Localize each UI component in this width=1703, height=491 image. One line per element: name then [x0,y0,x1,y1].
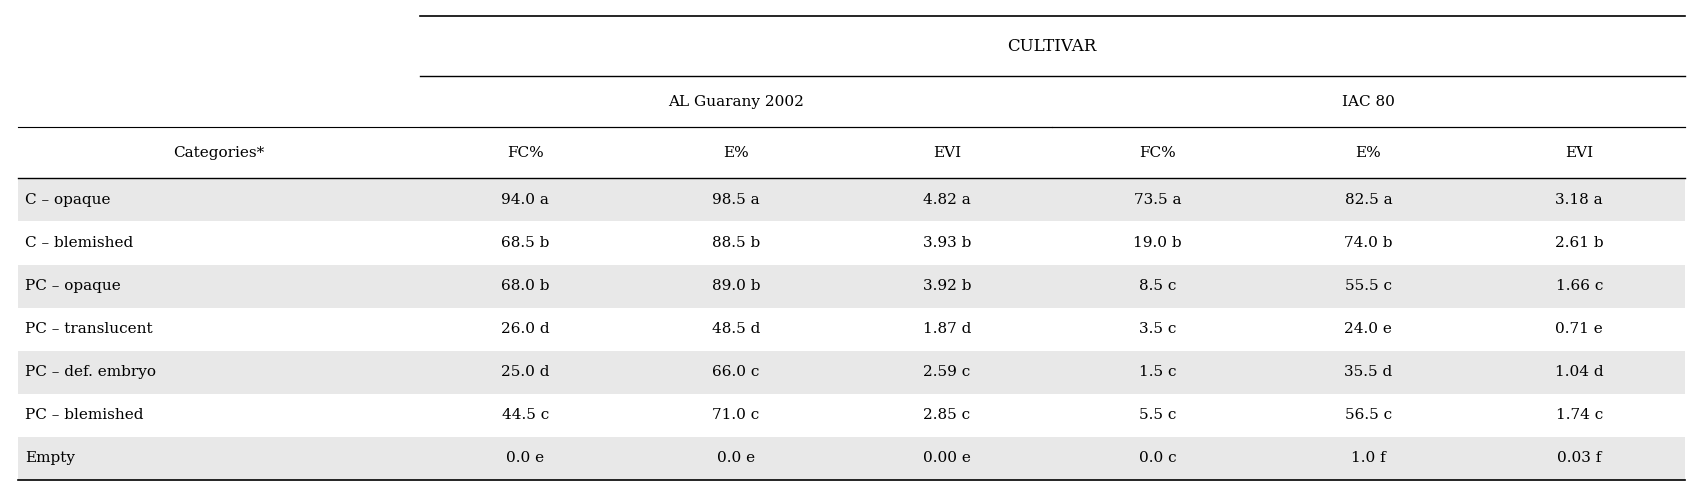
Text: 1.04 d: 1.04 d [1555,365,1604,379]
Bar [19,178,1684,221]
Text: 98.5 a: 98.5 a [712,193,760,207]
Text: 0.03 f: 0.03 f [1557,451,1601,465]
Text: 1.66 c: 1.66 c [1555,279,1603,293]
Text: 19.0 b: 19.0 b [1132,236,1182,250]
Text: 0.0 c: 0.0 c [1139,451,1177,465]
Text: 3.18 a: 3.18 a [1555,193,1603,207]
Text: 2.61 b: 2.61 b [1555,236,1604,250]
Text: 0.0 e: 0.0 e [717,451,754,465]
Text: 1.87 d: 1.87 d [923,322,971,336]
Text: PC – translucent: PC – translucent [26,322,153,336]
Text: PC – opaque: PC – opaque [26,279,121,293]
Text: 1.0 f: 1.0 f [1350,451,1386,465]
Text: 56.5 c: 56.5 c [1345,408,1391,422]
Text: 3.5 c: 3.5 c [1139,322,1177,336]
Text: 3.93 b: 3.93 b [923,236,971,250]
Text: 68.5 b: 68.5 b [501,236,550,250]
Text: 0.00 e: 0.00 e [923,451,971,465]
Bar [19,265,1684,307]
Text: 66.0 c: 66.0 c [712,365,760,379]
Text: 3.92 b: 3.92 b [923,279,971,293]
Text: 71.0 c: 71.0 c [712,408,760,422]
Text: 89.0 b: 89.0 b [712,279,760,293]
Text: 8.5 c: 8.5 c [1139,279,1177,293]
Text: C – blemished: C – blemished [26,236,133,250]
Text: PC – blemished: PC – blemished [26,408,143,422]
Text: 2.85 c: 2.85 c [923,408,971,422]
Text: EVI: EVI [933,146,960,160]
Text: 44.5 c: 44.5 c [502,408,548,422]
Text: PC – def. embryo: PC – def. embryo [26,365,157,379]
Text: 5.5 c: 5.5 c [1139,408,1177,422]
Text: E%: E% [724,146,749,160]
Text: C – opaque: C – opaque [26,193,111,207]
Text: Categories*: Categories* [174,146,264,160]
Text: 94.0 a: 94.0 a [501,193,550,207]
Bar [19,437,1684,480]
Text: 68.0 b: 68.0 b [501,279,550,293]
Text: 1.5 c: 1.5 c [1139,365,1177,379]
Text: 48.5 d: 48.5 d [712,322,760,336]
Text: E%: E% [1356,146,1381,160]
Text: 2.59 c: 2.59 c [923,365,971,379]
Text: AL Guarany 2002: AL Guarany 2002 [668,95,804,109]
Text: 25.0 d: 25.0 d [501,365,550,379]
Bar [19,351,1684,394]
Text: 0.0 e: 0.0 e [506,451,545,465]
Text: 4.82 a: 4.82 a [923,193,971,207]
Text: 35.5 d: 35.5 d [1344,365,1393,379]
Text: 26.0 d: 26.0 d [501,322,550,336]
Text: 1.74 c: 1.74 c [1555,408,1603,422]
Text: 82.5 a: 82.5 a [1345,193,1393,207]
Text: 74.0 b: 74.0 b [1344,236,1393,250]
Text: 24.0 e: 24.0 e [1344,322,1393,336]
Text: 73.5 a: 73.5 a [1134,193,1182,207]
Text: 0.71 e: 0.71 e [1555,322,1603,336]
Text: 88.5 b: 88.5 b [712,236,760,250]
Text: FC%: FC% [507,146,543,160]
Text: CULTIVAR: CULTIVAR [1008,38,1097,55]
Text: IAC 80: IAC 80 [1342,95,1395,109]
Text: 55.5 c: 55.5 c [1345,279,1391,293]
Text: Empty: Empty [26,451,75,465]
Text: FC%: FC% [1139,146,1177,160]
Text: EVI: EVI [1565,146,1594,160]
